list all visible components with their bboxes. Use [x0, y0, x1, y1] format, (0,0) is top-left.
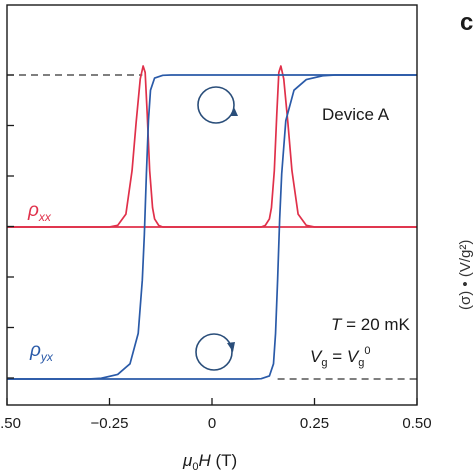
- temperature-label: T = 20 mK: [331, 315, 411, 334]
- x-axis-label: μ0H (T): [182, 451, 237, 473]
- series-layer: [7, 65, 417, 380]
- gate-voltage-label: Vg = Vg0: [310, 345, 370, 369]
- panel-letter: c: [460, 9, 473, 36]
- rho-yx-label: ρyx: [29, 340, 54, 364]
- clockwise-arrow-icon: [197, 86, 238, 124]
- x-tick-label: 0: [208, 415, 216, 432]
- x-tick-label: 0.50: [402, 415, 431, 432]
- right-panel-axis-fragment: (σ) • (V/g²): [457, 240, 474, 310]
- rho-xx-sweep-down: [7, 65, 417, 228]
- rho-xx-label: ρxx: [27, 200, 52, 224]
- rho-xx-sweep-up: [7, 65, 417, 228]
- rho-yx-sweep-up: [7, 74, 417, 380]
- rho-yx-sweep-down: [7, 74, 417, 380]
- x-tick-label: −0.50: [0, 415, 21, 432]
- counterclockwise-arrow-icon: [195, 333, 235, 371]
- x-tick-label: 0.25: [300, 415, 329, 432]
- axis-ticks: −0.50 −0.25 0 0.25 0.50: [0, 74, 432, 432]
- plot-frame: [6, 4, 418, 406]
- device-label: Device A: [322, 105, 390, 124]
- reference-lines: [7, 74, 417, 380]
- x-tick-label: −0.25: [91, 415, 129, 432]
